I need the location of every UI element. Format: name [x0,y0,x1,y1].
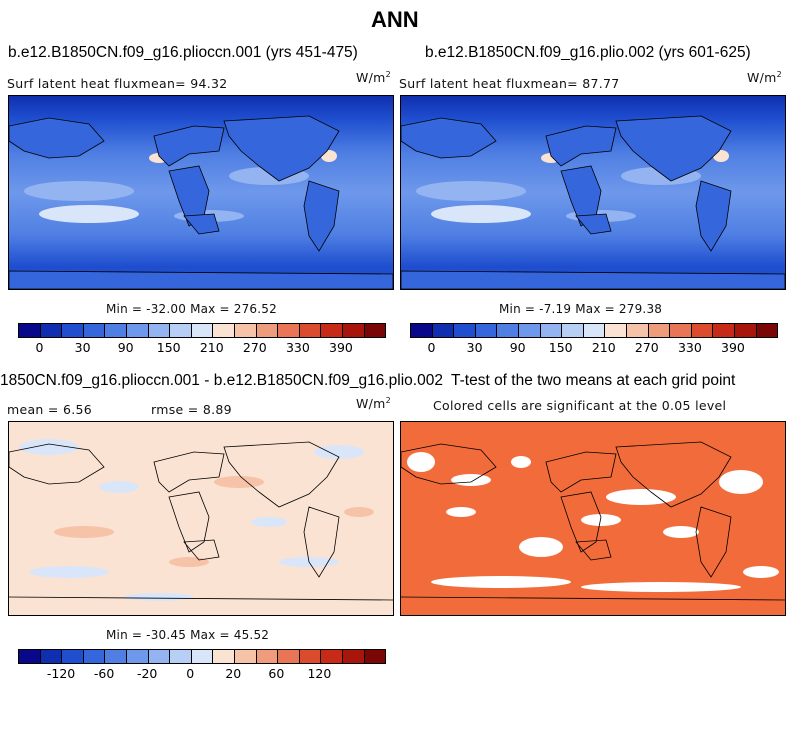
colorbar-swatch [19,324,41,337]
colorbar-swatch [691,324,714,337]
colorbar-swatch [299,324,322,337]
top-right-min-max: Min = -7.19 Max = 279.38 [499,302,663,316]
colorbar-swatch [364,324,386,337]
colorbar-swatch [734,324,757,337]
map-top-left [8,95,394,290]
bottom-left-rmse-label: rmse = 8.89 [151,402,232,417]
colorbar-swatch [126,650,149,663]
colorbar-swatch [648,324,671,337]
colorbar-tick-label: 270 [634,340,659,355]
colorbar-swatch [756,324,778,337]
top-right-units: W/m2 [747,70,783,85]
colorbar-tick-label: 90 [117,340,134,355]
panel-title-bottom-right: T-test of the two means at each grid poi… [451,372,736,389]
colorbar-swatch [299,650,322,663]
colorbar-swatch [713,324,735,337]
colorbar-tick-label: 90 [509,340,526,355]
map-top-right [400,95,786,290]
colorbar-swatch [278,324,300,337]
colorbar-tick-label: 60 [268,666,285,681]
colorbar-swatch [321,324,343,337]
colorbar-bottom-left [18,649,386,664]
bottom-right-subtitle: Colored cells are significant at the 0.0… [433,398,727,413]
colorbar-tick-label: 0 [186,666,195,681]
colorbar-swatch [518,324,541,337]
map-bottom-left [8,421,394,616]
colorbar-swatch [411,324,433,337]
colorbar-tick-label: 270 [242,340,267,355]
colorbar-swatch [105,324,127,337]
colorbar-swatch [170,650,192,663]
colorbar-swatch [342,324,365,337]
colorbar-tick-label: 20 [225,666,242,681]
colorbar-tick-label: 150 [548,340,573,355]
colorbar-swatch [19,650,41,663]
colorbar-swatch [278,650,300,663]
colorbar-swatch [213,650,235,663]
colorbar-swatch [670,324,692,337]
panel-title-top-right: b.e12.B1850CN.f09_g16.plio.002 (yrs 601-… [425,44,751,61]
colorbar-swatch [562,324,584,337]
colorbar-tick-label: -20 [136,666,158,681]
colorbar-tick-label: 30 [466,340,483,355]
bottom-left-mean-label: mean = 6.56 [7,402,93,417]
colorbar-swatch [475,324,498,337]
colorbar-swatch [234,324,257,337]
colorbar-swatch [256,324,279,337]
colorbar-swatch [40,650,63,663]
colorbar-swatch [626,324,649,337]
colorbar-tick-label: 0 [35,340,44,355]
colorbar-tick-label: 390 [721,340,745,355]
colorbar-tick-label: -60 [93,666,115,681]
top-left-variable-label: Surf latent heat fluxmean= 94.32 [7,76,228,91]
colorbar-swatch [191,324,214,337]
colorbar-swatch [126,324,149,337]
colorbar-swatch [83,650,106,663]
colorbar-swatch [432,324,455,337]
colorbar-swatch [364,650,386,663]
colorbar-swatch [605,324,627,337]
panel-title-top-left: b.e12.B1850CN.f09_g16.plioccn.001 (yrs 4… [8,44,358,61]
colorbar-swatch [105,650,127,663]
colorbar-top-right [410,323,778,338]
bottom-left-min-max: Min = -30.45 Max = 45.52 [106,628,270,642]
bottom-left-units: W/m2 [356,396,392,411]
colorbar-swatch [540,324,563,337]
colorbar-tick-label: 210 [591,340,616,355]
panel-title-bottom-left: 1850CN.f09_g16.plioccn.001 - b.e12.B1850… [0,372,443,389]
colorbar-swatch [170,324,192,337]
colorbar-swatch [83,324,106,337]
colorbar-tick-label: 0 [427,340,436,355]
colorbar-swatch [148,650,171,663]
colorbar-tick-label: 210 [199,340,224,355]
colorbar-swatch [62,324,84,337]
top-left-min-max: Min = -32.00 Max = 276.52 [106,302,277,316]
colorbar-swatch [62,650,84,663]
map-bottom-right [400,421,786,616]
colorbar-swatch [148,324,171,337]
colorbar-top-left [18,323,386,338]
colorbar-tick-label: 330 [285,340,310,355]
colorbar-tick-label: 330 [677,340,702,355]
colorbar-swatch [213,324,235,337]
colorbar-swatch [583,324,606,337]
colorbar-tick-label: 150 [156,340,181,355]
colorbar-swatch [497,324,519,337]
colorbar-tick-label: 30 [74,340,91,355]
top-left-units: W/m2 [356,70,392,85]
colorbar-swatch [40,324,63,337]
colorbar-tick-label: -120 [46,666,76,681]
colorbar-swatch [321,650,343,663]
colorbar-swatch [342,650,365,663]
colorbar-swatch [454,324,476,337]
top-right-variable-label: Surf latent heat fluxmean= 87.77 [399,76,620,91]
figure-title: ANN [371,7,419,32]
colorbar-swatch [234,650,257,663]
colorbar-tick-label: 120 [307,666,332,681]
colorbar-swatch [191,650,214,663]
colorbar-swatch [256,650,279,663]
colorbar-tick-label: 390 [329,340,353,355]
